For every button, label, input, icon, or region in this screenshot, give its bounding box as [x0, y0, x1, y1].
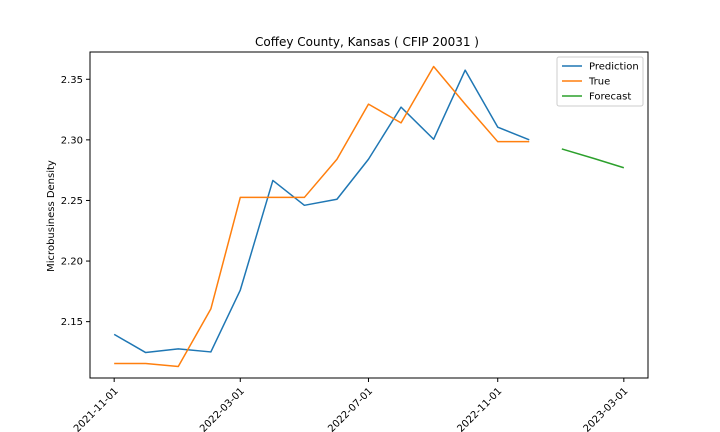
legend: Prediction True Forecast	[556, 56, 644, 107]
chart-title: Coffey County, Kansas ( CFIP 20031 )	[255, 35, 479, 49]
y-tick-label: 2.35	[61, 75, 83, 86]
series-line-true	[114, 65, 530, 368]
legend-entry-label: Prediction	[589, 62, 639, 73]
y-axis: 2.15 2.20 2.25 2.30 2.35	[61, 75, 90, 328]
legend-box	[556, 56, 644, 107]
y-tick-label: 2.25	[61, 196, 83, 207]
plot-frame	[89, 51, 649, 379]
y-tick-label: 2.15	[61, 317, 83, 328]
y-tick-label: 2.30	[61, 135, 83, 146]
y-axis-label: Microbusiness Density	[46, 160, 57, 272]
series-line-prediction	[113, 69, 530, 354]
y-tick-label: 2.20	[61, 257, 83, 268]
plot-lines	[113, 65, 625, 368]
series-line-forecast	[561, 148, 625, 169]
legend-entry-label: Forecast	[589, 92, 631, 103]
legend-entry-label: True	[588, 77, 610, 88]
